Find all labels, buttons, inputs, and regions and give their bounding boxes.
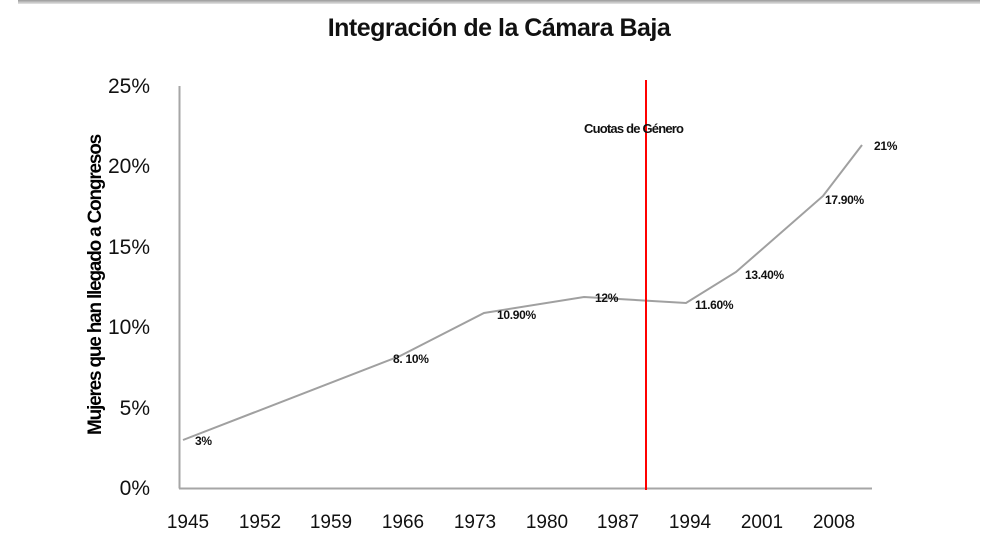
y-tick: 15% xyxy=(107,236,150,259)
y-tick: 0% xyxy=(119,477,150,500)
x-tick: 1945 xyxy=(166,512,210,533)
data-label: 8. 10% xyxy=(393,352,429,366)
data-line xyxy=(182,144,863,441)
y-tick: 25% xyxy=(107,75,150,98)
data-label: 21% xyxy=(874,139,898,153)
data-label: 3% xyxy=(195,434,212,448)
x-tick: 1959 xyxy=(309,512,353,533)
data-label: 13.40% xyxy=(745,268,784,282)
data-label: 10.90% xyxy=(497,308,536,322)
y-tick: 10% xyxy=(107,316,150,339)
x-tick: 1987 xyxy=(596,512,640,533)
x-tick: 1973 xyxy=(453,512,497,533)
data-label: 12% xyxy=(595,291,619,305)
x-tick: 2001 xyxy=(740,512,784,533)
data-label: 11.60% xyxy=(695,298,734,312)
chart-title: Integración de la Cámara Baja xyxy=(327,14,671,42)
top-border xyxy=(18,0,980,4)
x-tick: 1994 xyxy=(668,512,712,533)
x-tick: 1966 xyxy=(381,512,425,533)
y-tick: 20% xyxy=(107,155,150,178)
x-tick: 1952 xyxy=(238,512,282,533)
x-tick: 2008 xyxy=(812,512,856,533)
x-tick: 1980 xyxy=(525,512,569,533)
y-tick: 5% xyxy=(119,397,150,420)
quota-annotation: Cuotas de Género xyxy=(584,121,684,136)
data-label: 17.90% xyxy=(825,193,864,207)
